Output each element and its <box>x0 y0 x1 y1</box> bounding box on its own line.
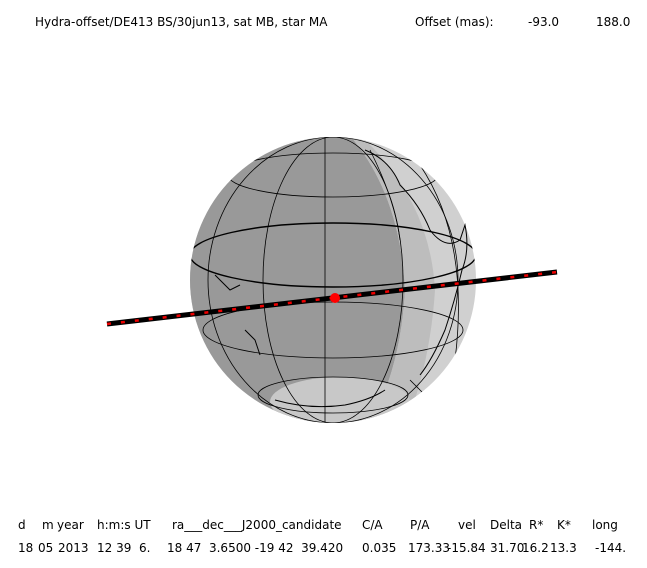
cell: 18 <box>18 541 34 555</box>
offset-label: Offset (mas): <box>415 15 494 29</box>
cell: 18 47 3.6500 -19 42 39.420 <box>167 541 344 555</box>
column-header: vel <box>458 518 476 532</box>
column-header: d <box>18 518 26 532</box>
cell: 13.3 <box>550 541 577 555</box>
cell: -144. <box>595 541 627 555</box>
column-header: R* <box>529 518 544 532</box>
column-header: year <box>57 518 84 532</box>
cell: 16.2 <box>522 541 549 555</box>
column-header: C/A <box>362 518 383 532</box>
column-header: long <box>592 518 618 532</box>
column-header: K* <box>557 518 571 532</box>
closest-approach <box>330 293 340 303</box>
cell: 05 <box>38 541 54 555</box>
cell: 12 39 6. <box>97 541 151 555</box>
cell: 0.035 <box>362 541 397 555</box>
column-header: m <box>42 518 54 532</box>
column-header: P/A <box>410 518 430 532</box>
offset-value: -93.0 <box>528 15 560 29</box>
column-header: ra___dec___J2000_candidate <box>172 518 342 532</box>
cell: 173.33 <box>408 541 450 555</box>
coastlines <box>214 149 468 408</box>
cell: 31.70 <box>490 541 525 555</box>
offset-value: 188.0 <box>596 15 631 29</box>
title: Hydra-offset/DE413 BS/30jun13, sat MB, s… <box>35 15 328 29</box>
cell: 2013 <box>58 541 89 555</box>
column-header: h:m:s UT <box>97 518 151 532</box>
cell: -15.84 <box>447 541 486 555</box>
column-header: Delta <box>490 518 523 532</box>
graticule <box>190 137 476 423</box>
